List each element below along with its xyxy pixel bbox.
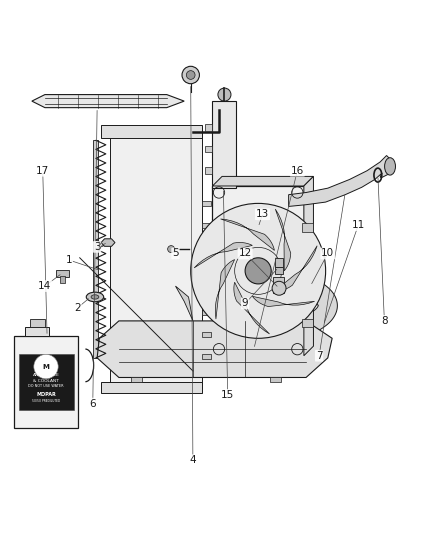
Polygon shape [304, 176, 314, 356]
Polygon shape [176, 286, 193, 321]
Text: DO NOT USE WATER: DO NOT USE WATER [28, 384, 64, 388]
Bar [201, 332, 211, 337]
Bar [201, 288, 211, 294]
Bar [201, 245, 211, 250]
Ellipse shape [385, 158, 396, 175]
Bar [14, 336, 78, 427]
Text: 13: 13 [256, 209, 269, 219]
Text: 2: 2 [74, 303, 81, 313]
Polygon shape [194, 243, 252, 268]
Bar [131, 377, 141, 382]
Text: M: M [42, 364, 49, 370]
Polygon shape [252, 296, 314, 306]
Bar [270, 377, 281, 382]
Text: 6: 6 [89, 399, 96, 409]
Bar [201, 266, 211, 272]
Circle shape [182, 66, 199, 84]
Circle shape [186, 71, 195, 79]
Text: 1: 1 [66, 255, 72, 265]
Circle shape [191, 204, 325, 338]
Text: 4: 4 [190, 455, 196, 465]
Bar [273, 277, 284, 293]
Text: 3: 3 [94, 242, 100, 252]
Polygon shape [101, 239, 115, 246]
Bar [201, 223, 211, 228]
Polygon shape [97, 321, 332, 377]
Bar [102, 382, 201, 393]
Text: 7: 7 [316, 351, 322, 361]
Polygon shape [276, 257, 337, 339]
Bar [205, 124, 212, 131]
Bar [302, 319, 313, 327]
Ellipse shape [86, 292, 104, 302]
Circle shape [168, 246, 175, 253]
Polygon shape [234, 282, 269, 334]
Circle shape [272, 281, 286, 295]
Polygon shape [32, 94, 184, 108]
Circle shape [34, 354, 58, 379]
Text: ANTIFREEZE: ANTIFREEZE [32, 373, 60, 377]
Bar [275, 268, 283, 274]
Text: 16: 16 [291, 166, 304, 176]
Text: 17: 17 [36, 166, 49, 176]
Polygon shape [212, 176, 314, 186]
Bar [25, 327, 49, 336]
Polygon shape [275, 246, 317, 291]
Bar [205, 146, 212, 152]
Bar [56, 270, 69, 277]
Ellipse shape [91, 295, 99, 299]
Bar [205, 167, 212, 174]
Text: 5: 5 [172, 248, 179, 259]
Text: 14: 14 [38, 281, 52, 291]
Text: 10: 10 [321, 248, 334, 259]
Polygon shape [221, 219, 275, 251]
Text: 11: 11 [352, 220, 365, 230]
Circle shape [218, 88, 231, 101]
Bar [30, 319, 45, 327]
Text: MOPAR: MOPAR [36, 392, 56, 398]
Bar [201, 201, 211, 206]
Text: 15: 15 [221, 390, 234, 400]
Polygon shape [215, 260, 235, 319]
Bar [93, 140, 98, 358]
Circle shape [245, 258, 271, 284]
Text: 12: 12 [238, 248, 252, 259]
Text: 8: 8 [381, 316, 388, 326]
Polygon shape [276, 209, 291, 271]
Bar [19, 353, 74, 410]
Bar [201, 310, 211, 315]
Text: 9: 9 [242, 298, 248, 309]
Text: 50/50 PREDILUTED: 50/50 PREDILUTED [32, 399, 60, 403]
Bar [60, 276, 65, 282]
Bar [212, 186, 304, 356]
Bar [302, 223, 313, 232]
Bar [212, 101, 237, 188]
Bar [201, 353, 211, 359]
Bar [102, 125, 201, 138]
Bar [110, 127, 201, 389]
Text: & COOLANT: & COOLANT [33, 378, 59, 383]
Bar [275, 258, 283, 266]
Polygon shape [289, 156, 393, 206]
